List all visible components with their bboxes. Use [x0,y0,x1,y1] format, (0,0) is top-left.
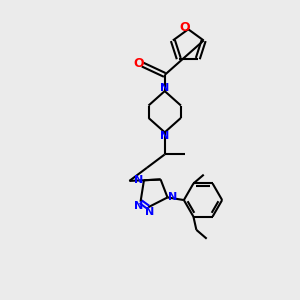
Text: N: N [160,131,169,141]
Text: N: N [134,175,143,185]
Text: N: N [160,82,169,93]
Text: N: N [134,201,144,211]
Text: N: N [168,192,177,203]
Text: O: O [179,21,190,34]
Text: N: N [145,207,154,217]
Text: O: O [133,57,143,70]
